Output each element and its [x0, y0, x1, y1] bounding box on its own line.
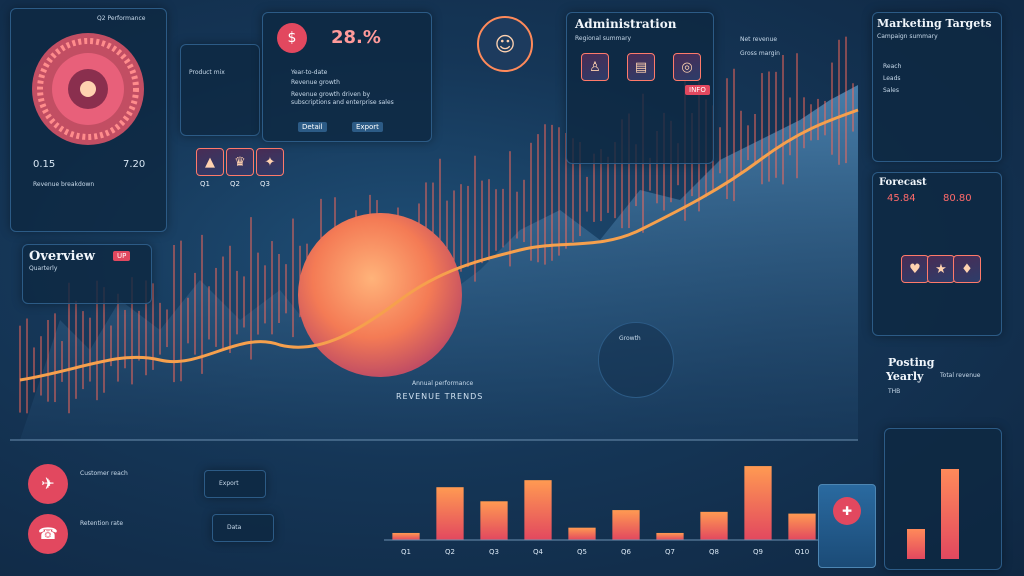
customer-reach-text: Customer reach	[80, 470, 128, 477]
badge-icon: ✚	[833, 497, 861, 525]
product-caption: Product mix	[189, 69, 225, 76]
forecast-title: Forecast	[879, 177, 927, 188]
avatar[interactable]: ☺	[477, 16, 533, 72]
dial-caption: Revenue breakdown	[33, 181, 95, 188]
forecast-value-b: 80.80	[943, 193, 972, 204]
kpi-percent: 28.%	[331, 27, 381, 48]
marketing-item-1: Reach	[883, 63, 902, 70]
forecast-value-a: 45.84	[887, 193, 916, 204]
star-icon[interactable]: ★	[927, 255, 955, 283]
bar-label-Q8: Q8	[709, 548, 719, 556]
heart-icon[interactable]: ♥	[901, 255, 929, 283]
data-tile[interactable]: Data	[212, 514, 274, 542]
growth-note: Growth	[619, 335, 641, 342]
net-revenue-label: Net revenue	[740, 36, 778, 43]
target-icon[interactable]: ◎	[673, 53, 701, 81]
dial-right-value: 7.20	[123, 159, 146, 170]
crown-icon[interactable]: ♛	[226, 148, 254, 176]
bar-label-Q2: Q2	[445, 548, 455, 556]
kpi-panel: $ 28.% Year-to-date Revenue growth Reven…	[262, 12, 432, 142]
bar-Q6	[612, 510, 640, 540]
user-icon[interactable]: ♙	[581, 53, 609, 81]
phone-icon[interactable]: ☎	[28, 514, 68, 554]
gift-icon[interactable]: ✦	[256, 148, 284, 176]
bottom-bar-chart: Q1 Q2 Q3 Q4 Q5 Q6 Q7 Q8 Q9 Q10	[384, 466, 824, 556]
bar-Q1	[392, 532, 420, 540]
chart-icon[interactable]: ▲	[196, 148, 224, 176]
bar-Q8	[700, 511, 728, 540]
tile-label-2: Q2	[230, 180, 240, 188]
kpi-icon: $	[277, 23, 307, 53]
promo-card[interactable]: ✚	[818, 484, 876, 568]
posting-value: Total revenue	[940, 372, 981, 379]
overview-subtitle: Quarterly	[29, 265, 58, 272]
dial-left-value: 0.15	[33, 159, 56, 170]
bar-Q9	[744, 466, 772, 540]
marketing-title: Marketing Targets	[877, 17, 992, 30]
sun-orb	[298, 213, 462, 377]
plane-icon[interactable]: ✈	[28, 464, 68, 504]
bar-Q10	[788, 513, 816, 540]
posting-subtitle: Yearly	[886, 370, 924, 383]
admin-subtitle: Regional summary	[575, 35, 632, 42]
posting-title: Posting	[888, 356, 935, 369]
bar-label-Q1: Q1	[401, 548, 411, 556]
bar-Q4	[524, 480, 552, 540]
bar-Q7	[656, 532, 684, 540]
trend-line	[19, 108, 859, 382]
bar-label-Q7: Q7	[665, 548, 675, 556]
admin-panel: Administration Regional summary ♙ ▤ ◎ IN…	[566, 12, 714, 164]
tile-label-1: Q1	[200, 180, 210, 188]
bar-label-Q6: Q6	[621, 548, 632, 556]
document-icon[interactable]: ▤	[627, 53, 655, 81]
export-tile[interactable]: Export	[204, 470, 266, 498]
mini-bar-panel	[884, 428, 1002, 570]
marketing-panel: Marketing Targets Campaign summary Reach…	[872, 12, 1002, 162]
export-tile-label: Export	[219, 480, 239, 487]
center-sublabel: Annual performance	[412, 380, 474, 387]
kpi-subtitle: Revenue growth	[291, 79, 340, 86]
bar-Q3	[480, 501, 508, 540]
data-tile-label: Data	[227, 524, 242, 531]
bar-Q2	[436, 487, 464, 540]
growth-bubble: Growth	[598, 322, 674, 398]
bar-label-Q10: Q10	[795, 548, 809, 556]
tile-label-3: Q3	[260, 180, 270, 188]
center-label: REVENUE TRENDS	[396, 392, 484, 401]
product-panel: Product mix	[180, 44, 260, 136]
bar-label-Q9: Q9	[753, 548, 763, 556]
forecast-panel: Forecast 45.84 80.80 ♥ ★ ♦	[872, 172, 1002, 336]
detail-button[interactable]: Detail	[298, 122, 327, 132]
bar-Q5	[568, 527, 596, 540]
mini-bar-2	[941, 469, 959, 559]
retention-text: Retention rate	[80, 520, 124, 527]
export-button[interactable]: Export	[352, 122, 383, 132]
kpi-title: Year-to-date	[291, 69, 328, 76]
marketing-subtitle: Campaign summary	[877, 33, 938, 40]
overview-panel: Overview Quarterly UP	[22, 244, 152, 304]
kpi-paragraph: Revenue growth driven by subscriptions a…	[291, 91, 394, 106]
dial-header: Q2 Performance	[97, 15, 146, 22]
marketing-item-2: Leads	[883, 75, 901, 82]
overview-title: Overview	[29, 249, 95, 264]
admin-tag: INFO	[685, 85, 710, 95]
overview-tag: UP	[113, 251, 131, 261]
marketing-item-3: Sales	[883, 87, 899, 94]
bell-icon[interactable]: ♦	[953, 255, 981, 283]
posting-unit: THB	[888, 388, 901, 395]
dial-chart	[32, 33, 144, 145]
gross-margin-label: Gross margin	[740, 50, 780, 57]
bar-label-Q3: Q3	[489, 548, 499, 556]
bar-label-Q4: Q4	[533, 548, 544, 556]
admin-title: Administration	[575, 17, 677, 31]
bar-label-Q5: Q5	[577, 548, 587, 556]
dial-panel: Q2 Performance 0.15 7.20 Revenue breakdo…	[10, 8, 167, 232]
mini-bar-1	[907, 529, 925, 559]
